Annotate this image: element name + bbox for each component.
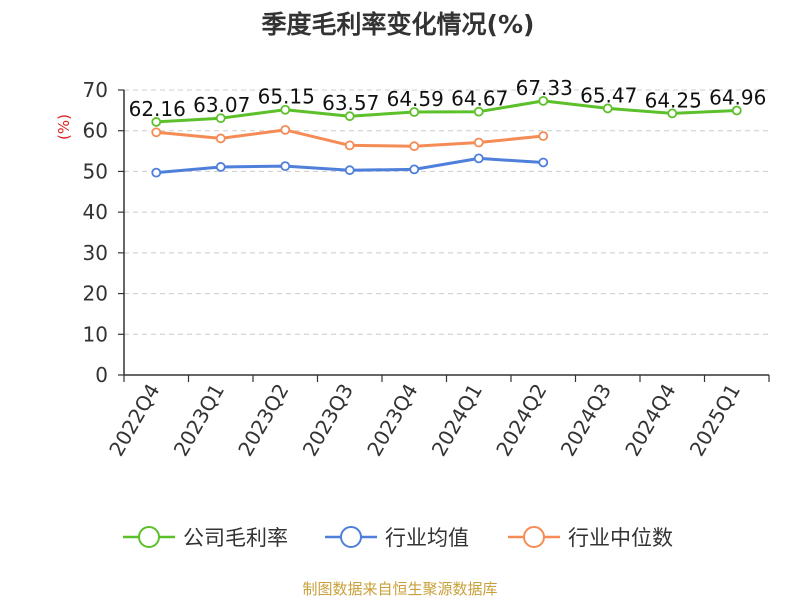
series-2-point [215,133,226,144]
series-2-point [538,131,549,141]
series-1-point [473,153,484,164]
series-1-point [538,157,549,168]
series-0-point [215,113,226,124]
series-0-point [731,105,742,116]
y-tick-label: 40 [83,200,108,224]
legend-label: 公司毛利率 [183,526,288,550]
data-label: 62.16 [129,97,186,121]
x-tick-label: 2023Q4 [362,380,422,461]
series-0-point [409,107,420,117]
y-tick-label: 60 [83,119,108,143]
series-1-point [151,167,162,178]
data-labels: 62.16 63.07 65.15 63.57 64.59 64.67 67.33 65.47… [129,76,767,121]
series-2-point [280,124,291,135]
legend-item-1: 行业均值 [325,526,469,550]
series-1-point [215,162,226,172]
x-tick-label: 2024Q4 [620,380,680,461]
y-tick-label: 20 [83,282,108,306]
data-label: 64.67 [451,87,508,111]
data-label: 64.59 [387,87,444,111]
data-label: 63.57 [322,91,379,115]
series-0-point [473,106,484,117]
x-tick-label: 2024Q2 [491,380,551,461]
x-tick-label: 2022Q4 [104,380,164,461]
data-label: 63.07 [193,93,250,117]
series-0-point [602,103,613,114]
series-layer [151,95,742,178]
data-label: 64.96 [709,86,766,110]
x-tick-label: 2023Q3 [298,380,358,461]
series-0-point [344,111,355,122]
source-note: 制图数据来自恒生聚源数据库 [302,580,497,598]
chart-title: 季度毛利率变化情况(%) [262,10,535,39]
legend-label: 行业均值 [385,526,469,550]
series-2-point [151,127,162,138]
legend-item-2: 行业中位数 [508,526,673,550]
y-tick-label: 10 [83,322,108,346]
series-0-point [538,95,549,106]
data-label: 65.47 [580,83,637,107]
legend-label: 行业中位数 [568,526,673,550]
data-label: 65.15 [258,85,315,109]
legend-marker-icon [523,526,545,548]
series-2-point [473,137,484,148]
x-tick-label: 2023Q2 [233,380,293,461]
x-tick-label: 2025Q1 [685,380,745,461]
y-tick-label: 70 [83,78,108,102]
legend: 公司毛利率 行业均值 行业中位数 [123,526,673,550]
series-1-point [280,161,291,172]
data-label: 64.25 [645,88,702,112]
y-axis-label: (%) [55,114,73,140]
series-1-point [409,164,420,175]
data-label: 67.33 [516,76,573,100]
legend-marker-icon [340,526,362,548]
x-tick-label: 2024Q3 [556,380,616,461]
y-tick-label: 30 [83,241,108,265]
y-tick-label: 50 [83,159,108,183]
series-0-point [280,104,291,115]
legend-item-0: 公司毛利率 [123,526,288,550]
x-tick-label: 2024Q1 [427,380,487,461]
series-0-point [151,117,162,127]
x-tick-label: 2023Q1 [169,380,229,461]
legend-marker-icon [138,526,160,548]
series-2-point [344,140,355,151]
series-2-point [409,141,420,152]
series-0-point [667,108,678,119]
series-1-point [344,165,355,176]
series-line-0 [156,99,737,124]
grid-lines [124,89,769,335]
y-tick-label: 0 [95,363,108,387]
